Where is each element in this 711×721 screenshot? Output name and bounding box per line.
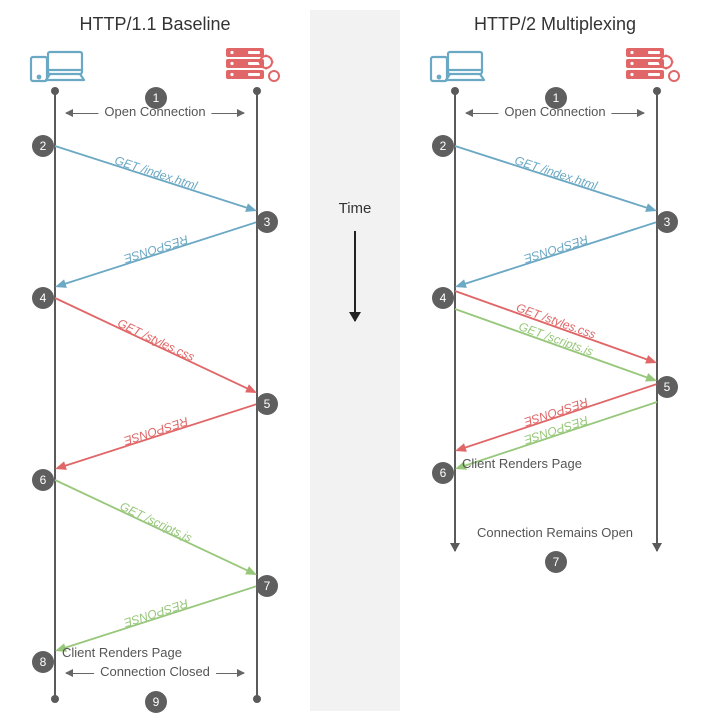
time-arrow-icon — [354, 231, 356, 321]
step-badge: 5 — [256, 393, 278, 415]
step-badge: 4 — [32, 287, 54, 309]
client-icon — [28, 48, 86, 88]
client-icon — [428, 48, 486, 88]
left-lifelines: Open ConnectionConnection ClosedGET /ind… — [0, 91, 310, 699]
left-panel: HTTP/1.1 Baseline — [0, 0, 310, 699]
end-label: Client Renders Page — [62, 645, 182, 660]
message-label: RESPONSE — [122, 596, 190, 630]
step-badge: 5 — [656, 376, 678, 398]
step-badge: 7 — [545, 551, 567, 573]
message-label: GET /styles.css — [115, 315, 196, 363]
time-divider: Time — [310, 10, 400, 711]
message-label: RESPONSE — [522, 232, 590, 266]
step-badge: 2 — [432, 135, 454, 157]
step-badge: 9 — [145, 691, 167, 713]
lifeline — [454, 91, 456, 551]
step-badge: 3 — [256, 211, 278, 233]
server-icon — [624, 46, 682, 90]
message-label: RESPONSE — [122, 232, 190, 266]
left-icon-row — [0, 45, 310, 91]
server-icon — [224, 46, 282, 90]
step-badge: 8 — [32, 651, 54, 673]
step-badge: 6 — [432, 462, 454, 484]
step-badge: 1 — [545, 87, 567, 109]
end-label: Client Renders Page — [462, 456, 582, 471]
message-label: RESPONSE — [122, 414, 190, 448]
right-panel: HTTP/2 Multiplexing — [400, 0, 710, 551]
right-title: HTTP/2 Multiplexing — [400, 0, 710, 45]
time-label: Time — [339, 200, 372, 217]
lifeline — [256, 91, 258, 699]
right-icon-row — [400, 45, 710, 91]
right-lifelines: Open ConnectionGET /index.htmlRESPONSEGE… — [400, 91, 710, 551]
harrow-label: Connection Closed — [94, 664, 216, 679]
step-badge: 4 — [432, 287, 454, 309]
step-badge: 2 — [32, 135, 54, 157]
step-badge: 3 — [656, 211, 678, 233]
message-label: GET /index.html — [513, 153, 599, 193]
end-label: Connection Remains Open — [400, 525, 710, 540]
step-badge: 1 — [145, 87, 167, 109]
message-label: GET /scripts.js — [118, 499, 195, 545]
lifeline — [656, 91, 658, 551]
step-badge: 6 — [32, 469, 54, 491]
step-badge: 7 — [256, 575, 278, 597]
lifeline — [54, 91, 56, 699]
left-title: HTTP/1.1 Baseline — [0, 0, 310, 45]
message-label: GET /index.html — [113, 153, 199, 193]
